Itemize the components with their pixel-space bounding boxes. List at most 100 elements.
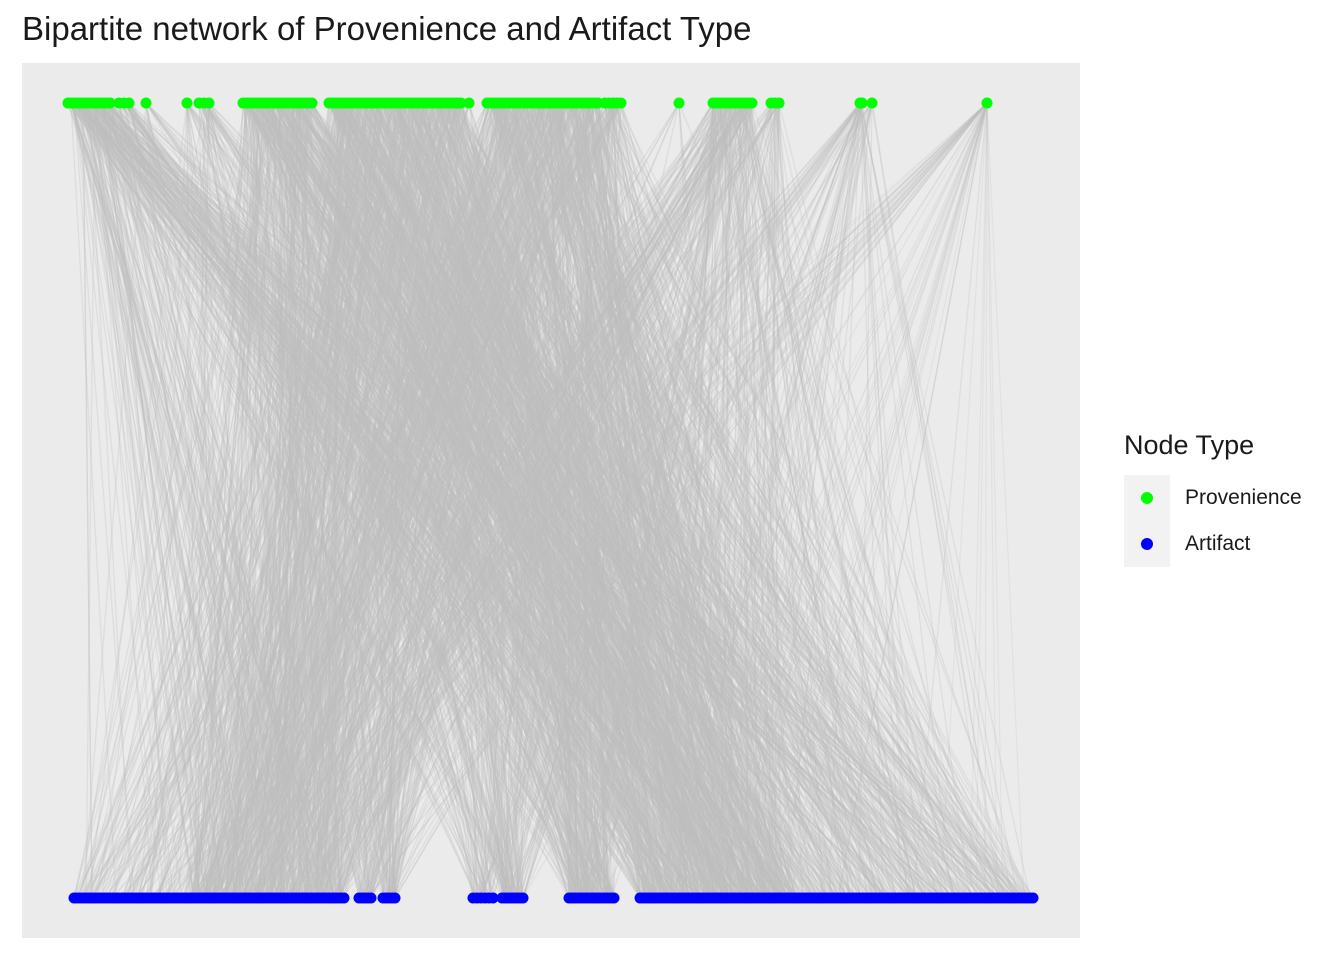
network-edge [123,102,785,899]
network-edge [97,102,881,899]
network-edge [367,102,830,899]
network-edge [457,102,506,899]
network-edge [278,102,306,899]
network-edge [299,102,318,899]
network-edge [73,102,615,899]
network-edge [394,102,462,899]
network-edge [382,102,809,899]
network-edge [388,102,731,899]
network-edge [203,102,758,899]
network-edge [507,102,728,899]
network-edge [128,102,363,899]
network-edge [199,102,506,899]
network-edge [340,102,887,899]
network-edge [328,102,591,899]
network-edge [430,102,506,899]
network-edge [106,102,518,899]
network-edge [208,102,478,899]
provenience-node [203,97,215,109]
network-edge [495,102,588,899]
network-edge [248,102,731,899]
network-edge [238,102,339,899]
network-edge [295,102,354,899]
network-edge [211,102,310,899]
network-edge [322,102,459,899]
network-edge [186,102,273,899]
network-edge [145,102,728,899]
network-edge [79,102,515,899]
network-edge [379,102,791,899]
network-edge [460,102,662,899]
network-edge [91,102,597,899]
network-edge [67,102,842,899]
network-edge [109,102,671,899]
network-edge [232,102,539,899]
network-edge [302,102,576,899]
network-edge [283,102,503,899]
network-edge [355,102,366,899]
network-edge [418,102,1022,899]
network-edge [460,102,659,899]
network-edge [190,102,345,899]
network-edge [214,102,384,899]
network-edge [148,102,259,899]
network-edge [415,102,704,899]
network-edge [489,102,884,899]
network-edge [346,102,671,899]
network-edge [73,102,944,899]
network-edge [361,102,506,899]
network-edge [251,102,594,899]
network-edge [208,102,668,899]
network-edge [295,102,378,899]
network-edge [370,102,435,899]
network-edge [412,102,615,899]
network-edge [148,102,339,899]
network-edge [94,102,800,899]
network-edge [540,102,860,899]
network-edge [388,102,881,899]
network-edge [337,102,369,899]
network-edge [385,102,974,899]
network-edge [145,102,965,899]
network-edge [269,102,641,899]
network-edge [293,102,815,899]
network-edge [268,102,348,899]
network-edge [73,102,671,899]
network-edge [181,102,521,899]
network-edge [412,102,677,899]
network-edge [229,102,515,899]
network-edge [313,102,423,899]
network-edge [510,102,707,899]
network-edge [85,102,279,899]
network-edge [382,102,609,899]
network-edge [510,102,893,899]
network-edge [328,102,408,899]
network-edge [331,102,450,899]
network-edge [445,102,591,899]
network-edge [287,102,641,899]
network-edge [232,102,250,899]
network-edge [325,102,441,899]
network-edge [454,102,647,899]
network-edge [91,102,339,899]
network-edge [186,102,342,899]
network-edge [263,102,800,899]
network-edge [287,102,1019,899]
provenience-node [773,97,785,109]
provenience-node [856,97,868,109]
network-edge [97,102,1001,899]
network-edge [235,102,381,899]
network-edge [376,102,585,899]
network-edge [91,102,710,899]
network-edge [214,102,426,899]
network-edge [519,102,695,899]
network-edge [525,102,647,899]
network-edge [91,102,237,899]
network-edge [76,102,662,899]
legend-dot-provenience [1141,492,1153,504]
network-edge [251,102,701,899]
network-edge [304,102,447,899]
network-edge [311,102,503,899]
network-edge [278,102,929,899]
network-edge [424,102,597,899]
